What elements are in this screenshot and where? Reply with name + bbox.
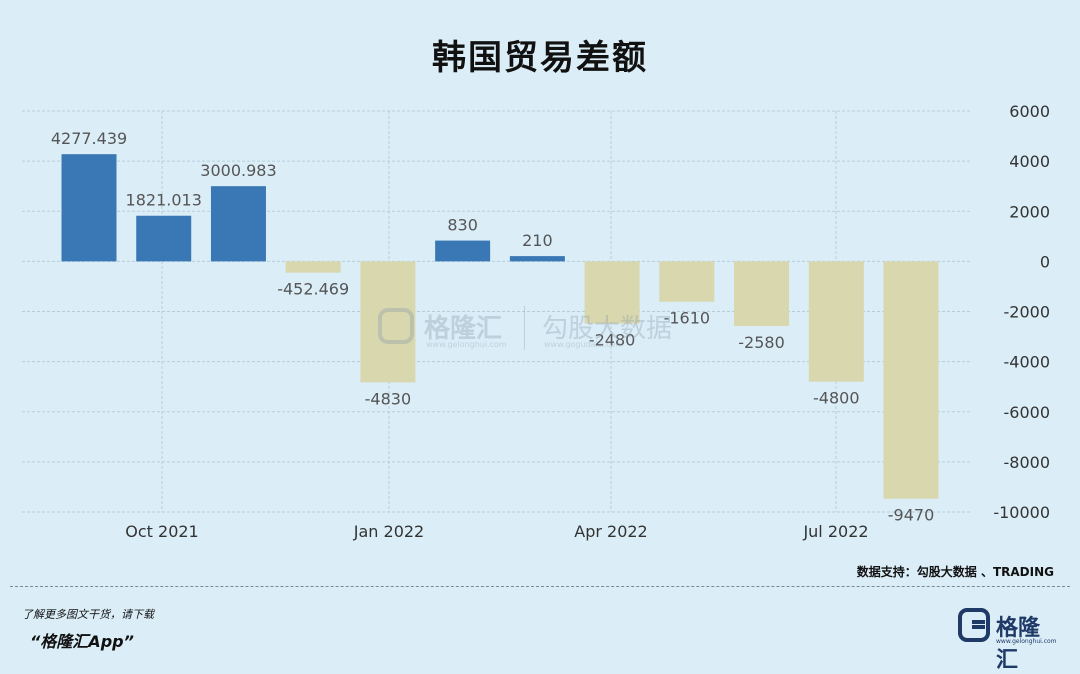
logo-sub: www.gelonghui.com xyxy=(996,638,1057,645)
data-source: 数据支持：勾股大数据 、TRADING xyxy=(856,565,1054,579)
watermark-logo-icon xyxy=(378,308,414,344)
data-label: 4277.439 xyxy=(51,129,127,148)
watermark-product: 勾股大数据 xyxy=(542,314,673,344)
y-tick-label: 6000 xyxy=(1009,102,1050,121)
data-label: -4830 xyxy=(365,389,412,408)
data-label: 830 xyxy=(447,216,478,235)
bar xyxy=(285,261,341,273)
watermark-brand-sub: www.gelonghui.com xyxy=(426,340,507,349)
bar xyxy=(584,261,640,324)
promo-app-name: “格隆汇App” xyxy=(30,632,134,651)
bar xyxy=(808,261,864,382)
logo-icon xyxy=(958,608,990,642)
watermark: 格隆汇 www.gelonghui.com 勾股大数据 www.gogudata… xyxy=(378,302,698,354)
bar xyxy=(136,215,192,262)
data-label: -1610 xyxy=(664,309,711,328)
bar-chart: 4277.439 1821.013 3000.983 -452.469 -4830 830… xyxy=(22,102,1051,541)
y-tick-label: -6000 xyxy=(1004,403,1051,422)
bar xyxy=(883,261,939,499)
y-tick-label: -10000 xyxy=(993,503,1050,522)
watermark-divider xyxy=(524,306,525,350)
brand-logo: 格隆汇 www.gelonghui.com xyxy=(958,608,1058,673)
bar xyxy=(734,261,790,327)
bar xyxy=(210,186,266,262)
x-tick-label: Jul 2022 xyxy=(802,522,868,541)
bar xyxy=(61,154,117,262)
data-label: -9470 xyxy=(888,506,935,525)
data-label: 210 xyxy=(522,231,553,250)
promo-text: 了解更多图文干货，请下载 xyxy=(22,608,154,621)
bar xyxy=(659,261,715,302)
watermark-product-sub: www.gogudata.com xyxy=(544,340,624,349)
x-tick-label: Jan 2022 xyxy=(353,522,424,541)
y-tick-label: -4000 xyxy=(1004,353,1051,372)
y-tick-label: -2000 xyxy=(1004,303,1051,322)
dashed-divider xyxy=(10,586,1070,587)
data-label: -2580 xyxy=(738,333,785,352)
chart-title: 韩国贸易差额 xyxy=(432,38,648,78)
bar xyxy=(509,256,565,262)
y-tick-label: 4000 xyxy=(1009,152,1050,171)
data-label: -452.469 xyxy=(277,280,349,299)
y-tick-label: 2000 xyxy=(1009,202,1050,221)
x-tick-label: Apr 2022 xyxy=(574,522,647,541)
data-label: 1821.013 xyxy=(126,191,202,210)
watermark-brand: 格隆汇 xyxy=(424,314,503,344)
bar xyxy=(435,240,491,262)
data-label: 3000.983 xyxy=(200,161,276,180)
y-tick-label: -8000 xyxy=(1004,453,1051,472)
bar xyxy=(360,261,416,383)
y-tick-label: 0 xyxy=(1040,252,1050,271)
data-label: -4800 xyxy=(813,389,860,408)
logo-text: 格隆汇 xyxy=(996,616,1041,673)
x-tick-label: Oct 2021 xyxy=(125,522,198,541)
data-label: -2480 xyxy=(589,331,636,350)
